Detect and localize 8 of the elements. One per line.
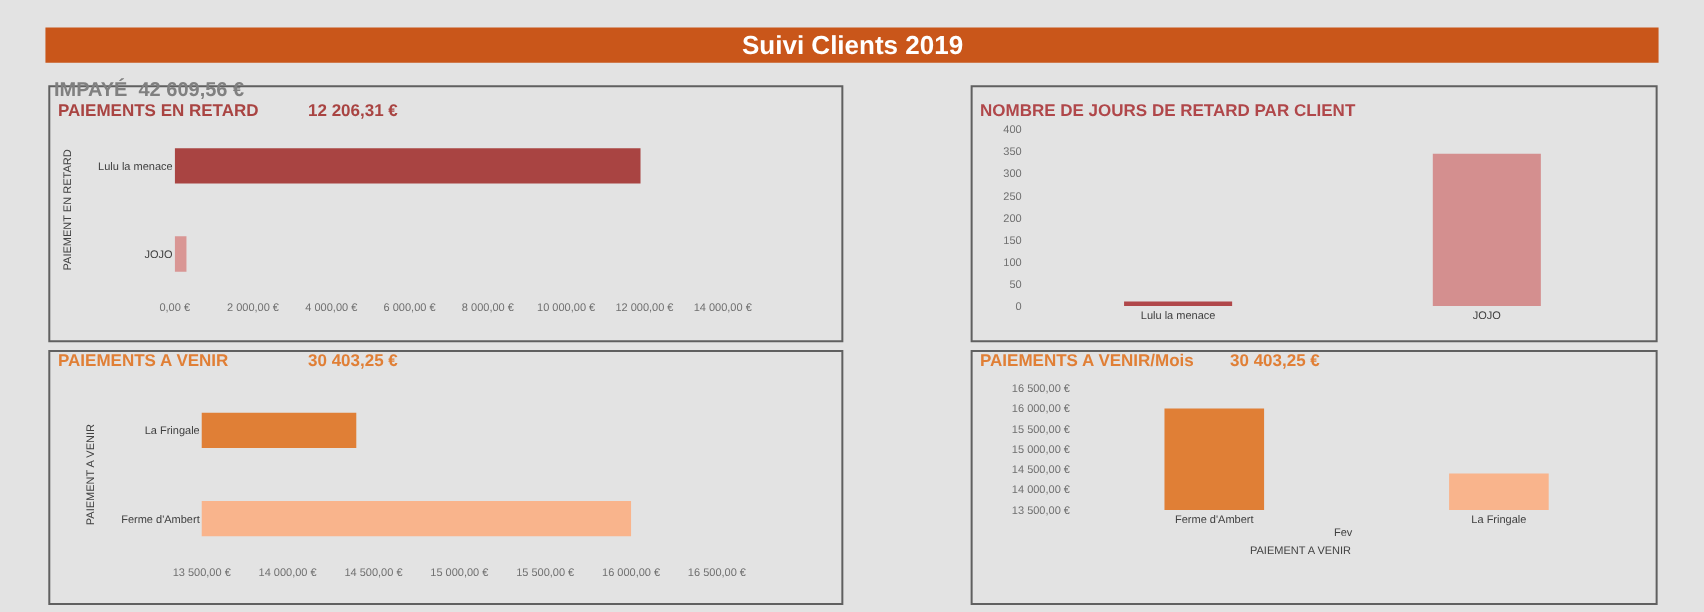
chart-title: PAIEMENTS A VENIR/Mois (980, 350, 1195, 370)
text: Suivi Clients 2019 (742, 30, 964, 60)
chart-subtitle: 12 206,31 € (308, 100, 399, 120)
chart-subtitle: 30 403,25 € (308, 350, 399, 370)
chart-title: PAIEMENTS EN RETARD (58, 100, 259, 120)
chart-title: NOMBRE DE JOURS DE RETARD PAR CLIENT (980, 100, 1357, 120)
chart-subtitle: 30 403,25 € (1230, 350, 1321, 370)
chart-title: PAIEMENTS A VENIR (58, 350, 229, 370)
